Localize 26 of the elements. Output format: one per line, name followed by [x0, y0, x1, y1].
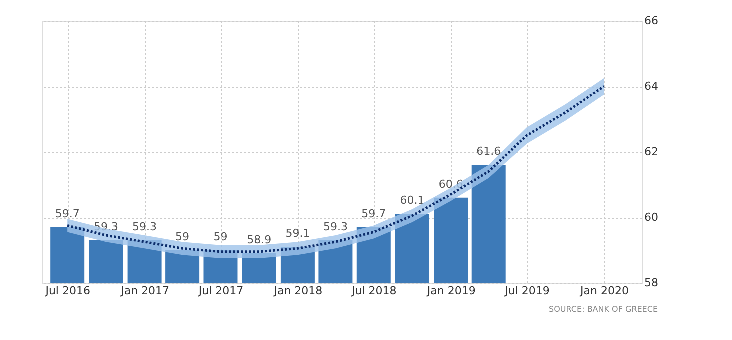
x-tick-label: Jul 2017 [198, 284, 244, 298]
x-tick-label: Jul 2018 [351, 284, 397, 298]
x-tick-label: Jul 2016 [44, 284, 90, 298]
y-tick-label: 66 [644, 14, 658, 28]
x-tick-label: Jan 2018 [273, 284, 323, 298]
data-label: 59 [214, 230, 228, 244]
data-label: 59 [176, 230, 190, 244]
x-tick-label: Jan 2017 [120, 284, 170, 298]
data-label: 59.3 [323, 220, 348, 234]
data-label: 60.6 [438, 178, 464, 191]
y-tick-label: 58 [644, 276, 658, 290]
x-tick-label: Jan 2020 [580, 284, 629, 298]
data-label: 59.1 [286, 226, 310, 240]
data-label: 59.3 [94, 220, 118, 234]
y-tick-label: 64 [644, 80, 658, 93]
data-label: 59.7 [55, 207, 80, 220]
source-note: SOURCE: BANK OF GREECE [549, 305, 658, 314]
data-label: 60.1 [400, 194, 425, 208]
data-label: 61.6 [476, 145, 502, 158]
y-tick-label: 62 [644, 146, 658, 158]
data-label: 59.7 [362, 207, 386, 220]
x-tick-label: Jul 2019 [504, 284, 550, 298]
data-label: 59.3 [132, 220, 158, 234]
data-label: 58.9 [247, 234, 272, 247]
x-tick-label: Jan 2019 [426, 284, 476, 298]
y-tick-label: 60 [644, 211, 658, 224]
